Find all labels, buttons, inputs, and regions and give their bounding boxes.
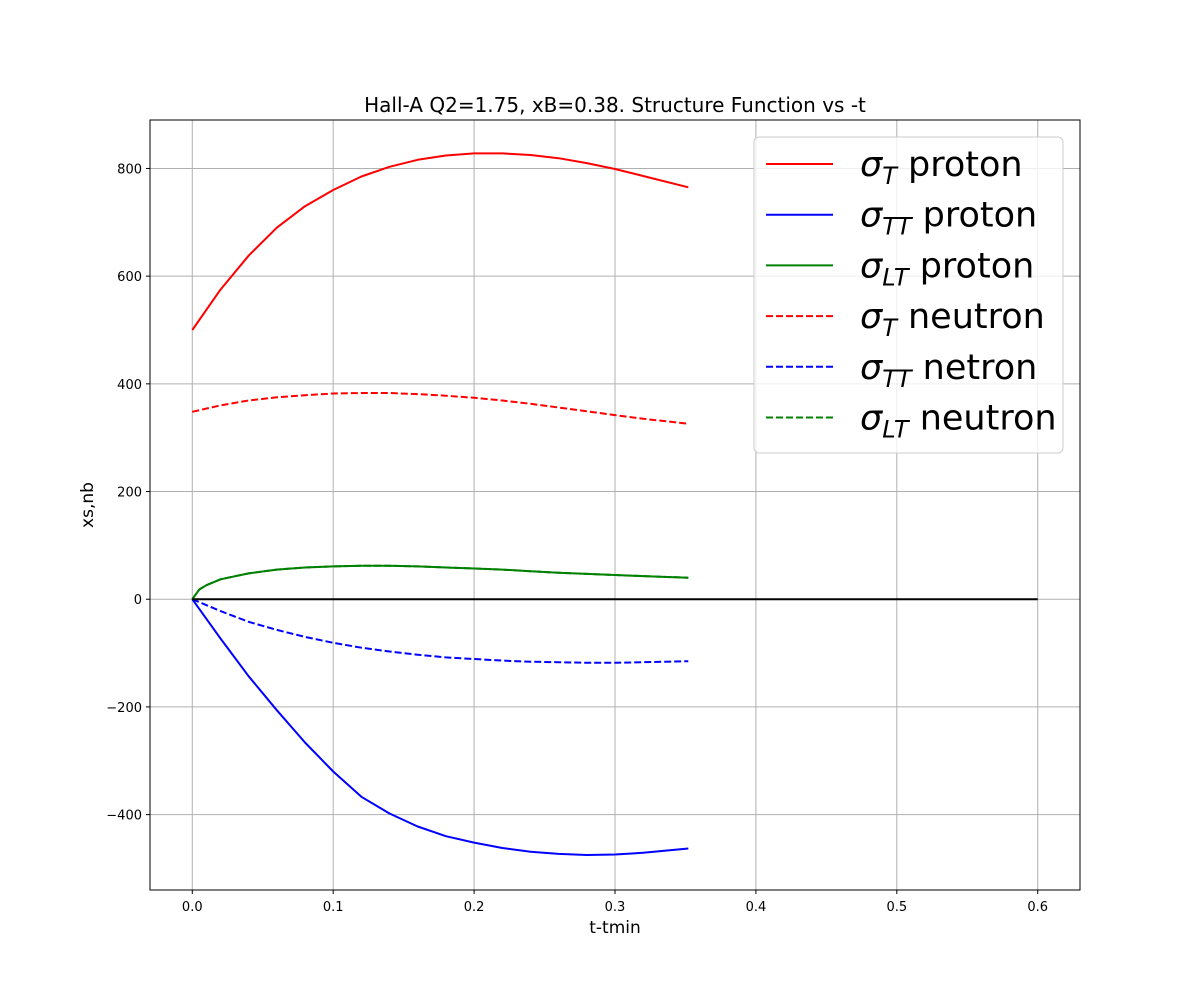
- legend-symbol: σ: [860, 348, 884, 388]
- series-line-5: [191, 564, 689, 600]
- legend-subscript: T: [882, 162, 899, 190]
- legend-suffix: proton: [909, 246, 1035, 286]
- legend-suffix: neutron: [909, 399, 1057, 439]
- legend-subscript: LT: [882, 416, 911, 444]
- legend-suffix: neutron: [897, 297, 1045, 337]
- y-tick-label: −200: [106, 701, 142, 716]
- y-tick-label: −400: [106, 809, 142, 824]
- series-line-1: [191, 598, 689, 856]
- legend-symbol: σ: [860, 246, 884, 286]
- legend-subscript: T: [882, 314, 899, 342]
- legend-symbol: σ: [860, 196, 884, 236]
- legend-label: σT proton: [860, 145, 1023, 190]
- x-tick-label: 0.2: [464, 900, 485, 915]
- x-tick-label: 0.5: [886, 900, 907, 915]
- y-tick-label: 0: [134, 593, 142, 608]
- legend-label: σT neutron: [860, 297, 1045, 342]
- legend-symbol: σ: [860, 145, 884, 185]
- legend-suffix: netron: [912, 348, 1038, 388]
- legend-symbol: σ: [860, 399, 884, 439]
- y-tick-label: 600: [117, 270, 142, 285]
- x-tick-label: 0.4: [746, 900, 767, 915]
- legend-symbol: σ: [860, 297, 884, 337]
- chart-title: Hall-A Q2=1.75, xB=0.38. Structure Funct…: [364, 93, 866, 117]
- x-axis-label: t-tmin: [589, 918, 641, 938]
- y-tick-label: 800: [117, 162, 142, 177]
- legend-label: σLT neutron: [860, 399, 1057, 444]
- y-tick-label: 200: [117, 486, 142, 501]
- legend-label: σTT netron: [860, 348, 1037, 393]
- legend-box: [753, 136, 1064, 454]
- legend-suffix: proton: [912, 196, 1038, 236]
- legend-label: σLT proton: [860, 246, 1034, 291]
- legend-subscript: LT: [882, 263, 911, 291]
- series-line-0: [191, 152, 689, 331]
- series-layer: [191, 152, 1038, 856]
- legend-label: σTT proton: [860, 196, 1037, 241]
- y-tick-label: 400: [117, 378, 142, 393]
- legend-suffix: proton: [897, 145, 1023, 185]
- series-line-4: [191, 598, 689, 664]
- legend-subscript: TT: [882, 365, 914, 393]
- x-tick-label: 0.3: [605, 900, 626, 915]
- legend-subscript: TT: [882, 213, 914, 241]
- x-tick-label: 0.1: [323, 900, 344, 915]
- x-tick-label: 0.0: [182, 900, 203, 915]
- y-axis: −400 −200 0 200 400 600 800: [106, 162, 150, 824]
- series-line-3: [192, 392, 689, 425]
- x-tick-label: 0.6: [1027, 900, 1048, 915]
- y-axis-label: xs,nb: [78, 482, 98, 528]
- x-axis: 0.0 0.1 0.2 0.3 0.4 0.5 0.6: [182, 890, 1048, 915]
